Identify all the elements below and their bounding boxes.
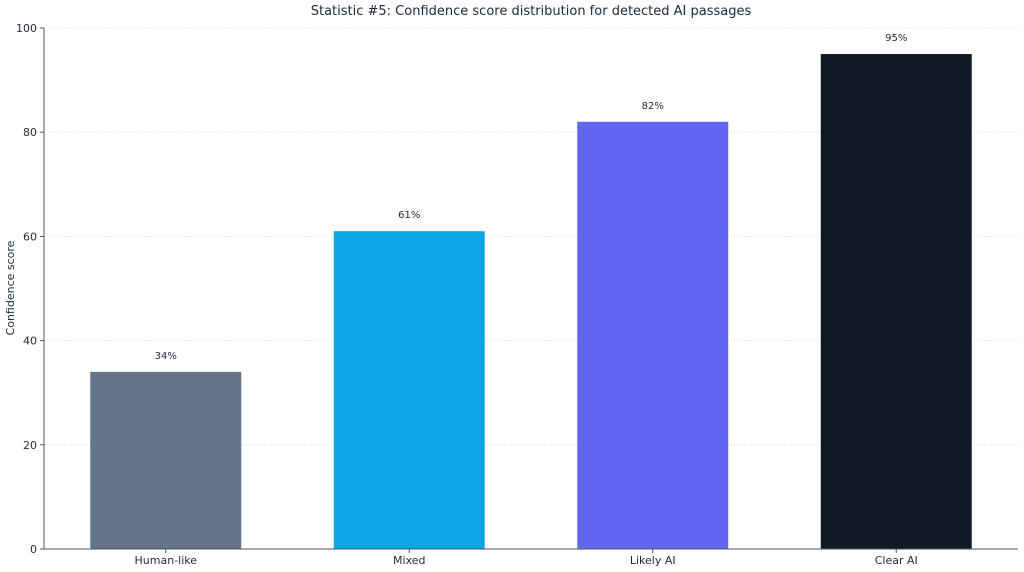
bar xyxy=(90,371,242,549)
bar xyxy=(333,231,485,549)
y-tick-label: 80 xyxy=(23,126,37,139)
bar-data-label: 34% xyxy=(155,351,177,362)
bar-data-label: 82% xyxy=(642,101,664,112)
x-tick-label: Human-like xyxy=(135,554,198,567)
y-tick-label: 100 xyxy=(16,22,37,35)
y-tick-label: 20 xyxy=(23,439,37,452)
y-tick-label: 0 xyxy=(30,543,37,556)
bar xyxy=(577,121,729,549)
bar-data-label: 95% xyxy=(885,33,907,44)
x-tick-label: Mixed xyxy=(393,554,425,567)
x-tick-label: Likely AI xyxy=(630,554,676,567)
y-tick-label: 60 xyxy=(23,230,37,243)
chart-title: Statistic #5: Confidence score distribut… xyxy=(311,4,752,19)
y-tick-label: 40 xyxy=(23,335,37,348)
axes: 0 20 40 60 80 100 Human-like Mixed Likely AI Clea… xyxy=(16,22,1018,567)
bar xyxy=(820,54,972,550)
bar-data-label: 61% xyxy=(398,210,420,221)
x-tick-label: Clear AI xyxy=(875,554,918,567)
bars: 34% 61% 82% 95% xyxy=(90,33,972,550)
y-axis-label: Confidence score xyxy=(4,240,17,335)
